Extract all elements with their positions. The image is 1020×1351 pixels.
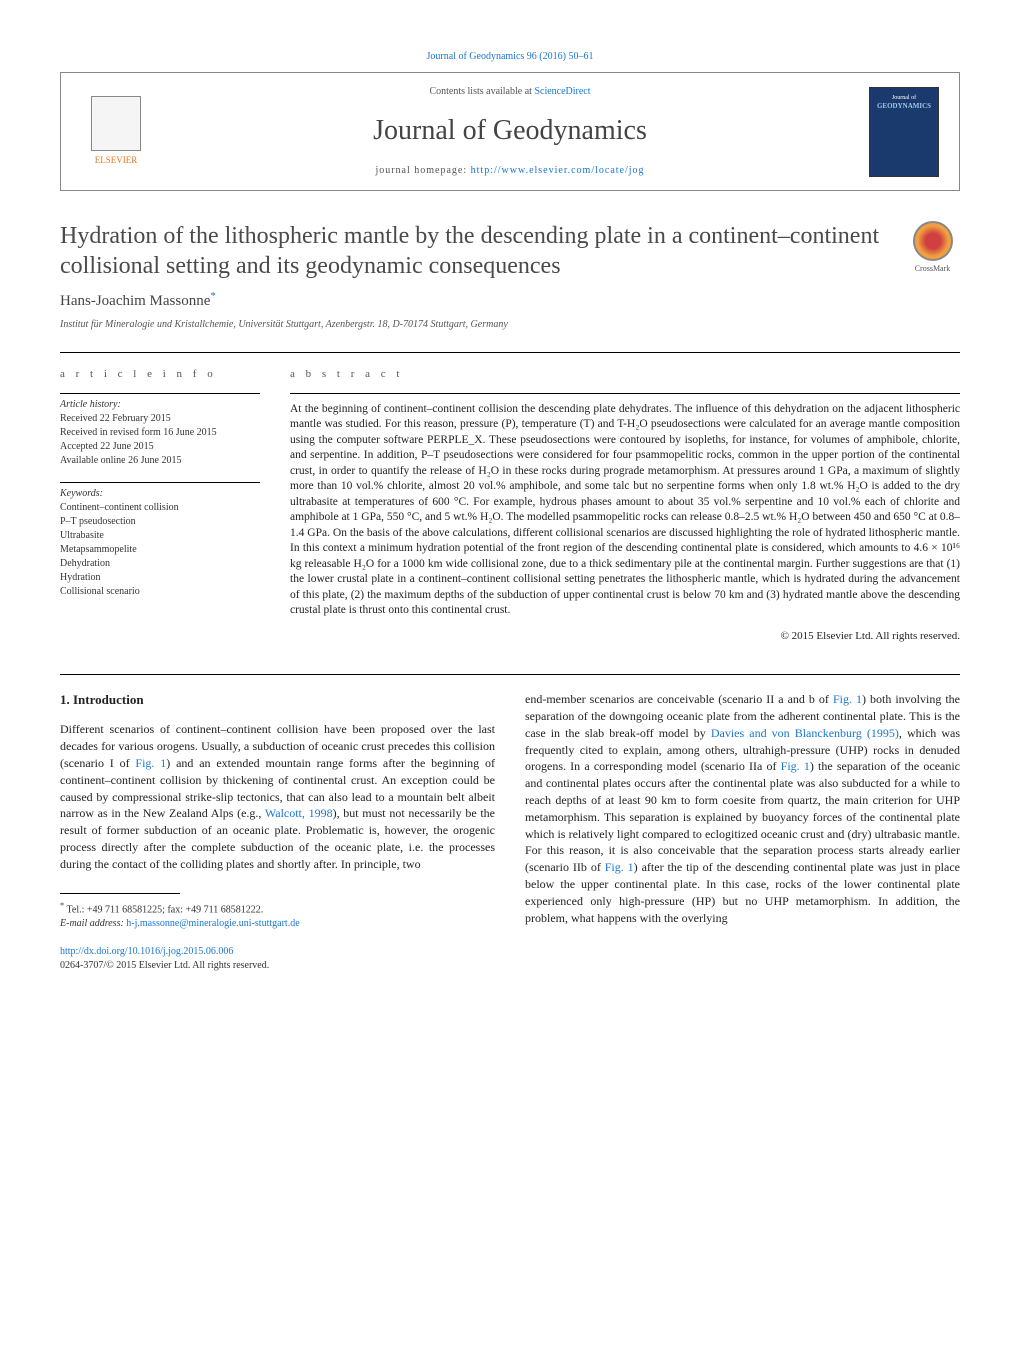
citation-link[interactable]: Walcott, 1998: [265, 806, 333, 820]
abstract-text: At the beginning of continent–continent …: [290, 393, 960, 619]
article-info-column: a r t i c l e i n f o Article history: R…: [60, 367, 260, 644]
author-line: Hans-Joachim Massonne*: [60, 289, 960, 312]
sciencedirect-link[interactable]: ScienceDirect: [534, 86, 590, 97]
accepted-date: Accepted 22 June 2015: [60, 440, 260, 454]
body-column-right: end-member scenarios are conceivable (sc…: [525, 691, 960, 973]
keyword: Collisional scenario: [60, 585, 260, 599]
keyword: Metapsammopelite: [60, 543, 260, 557]
section-heading-intro: 1. Introduction: [60, 691, 495, 709]
keyword: P–T pseudosection: [60, 515, 260, 529]
cover-title: GEODYNAMICS: [870, 102, 938, 112]
citation-link[interactable]: Davies and von Blanckenburg (1995): [711, 726, 899, 740]
elsevier-logo[interactable]: ELSEVIER: [81, 92, 151, 172]
crossmark-label: CrossMark: [915, 263, 951, 274]
abstract-copyright: © 2015 Elsevier Ltd. All rights reserved…: [290, 629, 960, 644]
journal-cover-thumbnail[interactable]: Journal of GEODYNAMICS: [869, 87, 939, 177]
header-center: Contents lists available at ScienceDirec…: [151, 85, 869, 178]
article-title: Hydration of the lithospheric mantle by …: [60, 221, 905, 281]
journal-header-box: ELSEVIER Contents lists available at Sci…: [60, 72, 960, 191]
revised-date: Received in revised form 16 June 2015: [60, 426, 260, 440]
homepage-label: journal homepage:: [375, 165, 470, 176]
corresponding-footnote: * Tel.: +49 711 68581225; fax: +49 711 6…: [60, 900, 495, 931]
elsevier-tree-icon: [91, 96, 141, 151]
title-row: Hydration of the lithospheric mantle by …: [60, 221, 960, 281]
issn-rights: 0264-3707/© 2015 Elsevier Ltd. All right…: [60, 959, 495, 973]
online-date: Available online 26 June 2015: [60, 454, 260, 468]
keyword: Hydration: [60, 571, 260, 585]
footnote-marker: *: [60, 901, 64, 910]
abstract-label: a b s t r a c t: [290, 367, 960, 382]
divider-mid: [60, 674, 960, 675]
keywords-block: Keywords: Continent–continent collision …: [60, 482, 260, 599]
journal-name: Journal of Geodynamics: [171, 111, 849, 150]
journal-homepage-line: journal homepage: http://www.elsevier.co…: [171, 164, 849, 178]
keyword: Continent–continent collision: [60, 501, 260, 515]
crossmark-icon: [913, 221, 953, 261]
history-label: Article history:: [60, 398, 260, 412]
divider-top: [60, 352, 960, 353]
publisher-name: ELSEVIER: [95, 154, 138, 167]
homepage-url-link[interactable]: http://www.elsevier.com/locate/jog: [471, 165, 645, 176]
author-email-link[interactable]: h-j.massonne@mineralogie.uni-stuttgart.d…: [126, 918, 299, 929]
article-history-block: Article history: Received 22 February 20…: [60, 393, 260, 468]
author-name: Hans-Joachim Massonne: [60, 293, 210, 309]
contents-prefix: Contents lists available at: [429, 86, 534, 97]
crossmark-badge[interactable]: CrossMark: [905, 221, 960, 276]
doi-line: http://dx.doi.org/10.1016/j.jog.2015.06.…: [60, 945, 495, 959]
received-date: Received 22 February 2015: [60, 412, 260, 426]
body-paragraph-right: end-member scenarios are conceivable (sc…: [525, 691, 960, 926]
abstract-column: a b s t r a c t At the beginning of cont…: [290, 367, 960, 644]
figure-reference[interactable]: Fig. 1: [605, 860, 634, 874]
cover-journal-label: Journal of: [870, 94, 938, 102]
keywords-label: Keywords:: [60, 487, 260, 501]
body-columns: 1. Introduction Different scenarios of c…: [60, 691, 960, 973]
keyword: Ultrabasite: [60, 529, 260, 543]
affiliation: Institut für Mineralogie und Kristallche…: [60, 318, 960, 332]
tel-fax: Tel.: +49 711 68581225; fax: +49 711 685…: [67, 904, 264, 915]
journal-reference[interactable]: Journal of Geodynamics 96 (2016) 50–61: [60, 50, 960, 64]
footnote-separator: [60, 893, 180, 894]
contents-lists-line: Contents lists available at ScienceDirec…: [171, 85, 849, 99]
body-column-left: 1. Introduction Different scenarios of c…: [60, 691, 495, 973]
corresponding-author-marker[interactable]: *: [210, 290, 216, 302]
figure-reference[interactable]: Fig. 1: [135, 756, 166, 770]
body-paragraph-left: Different scenarios of continent–contine…: [60, 721, 495, 872]
article-info-label: a r t i c l e i n f o: [60, 367, 260, 382]
keyword: Dehydration: [60, 557, 260, 571]
figure-reference[interactable]: Fig. 1: [781, 759, 810, 773]
meta-abstract-row: a r t i c l e i n f o Article history: R…: [60, 367, 960, 644]
figure-reference[interactable]: Fig. 1: [833, 692, 862, 706]
email-label: E-mail address:: [60, 918, 126, 929]
doi-link[interactable]: http://dx.doi.org/10.1016/j.jog.2015.06.…: [60, 946, 233, 957]
